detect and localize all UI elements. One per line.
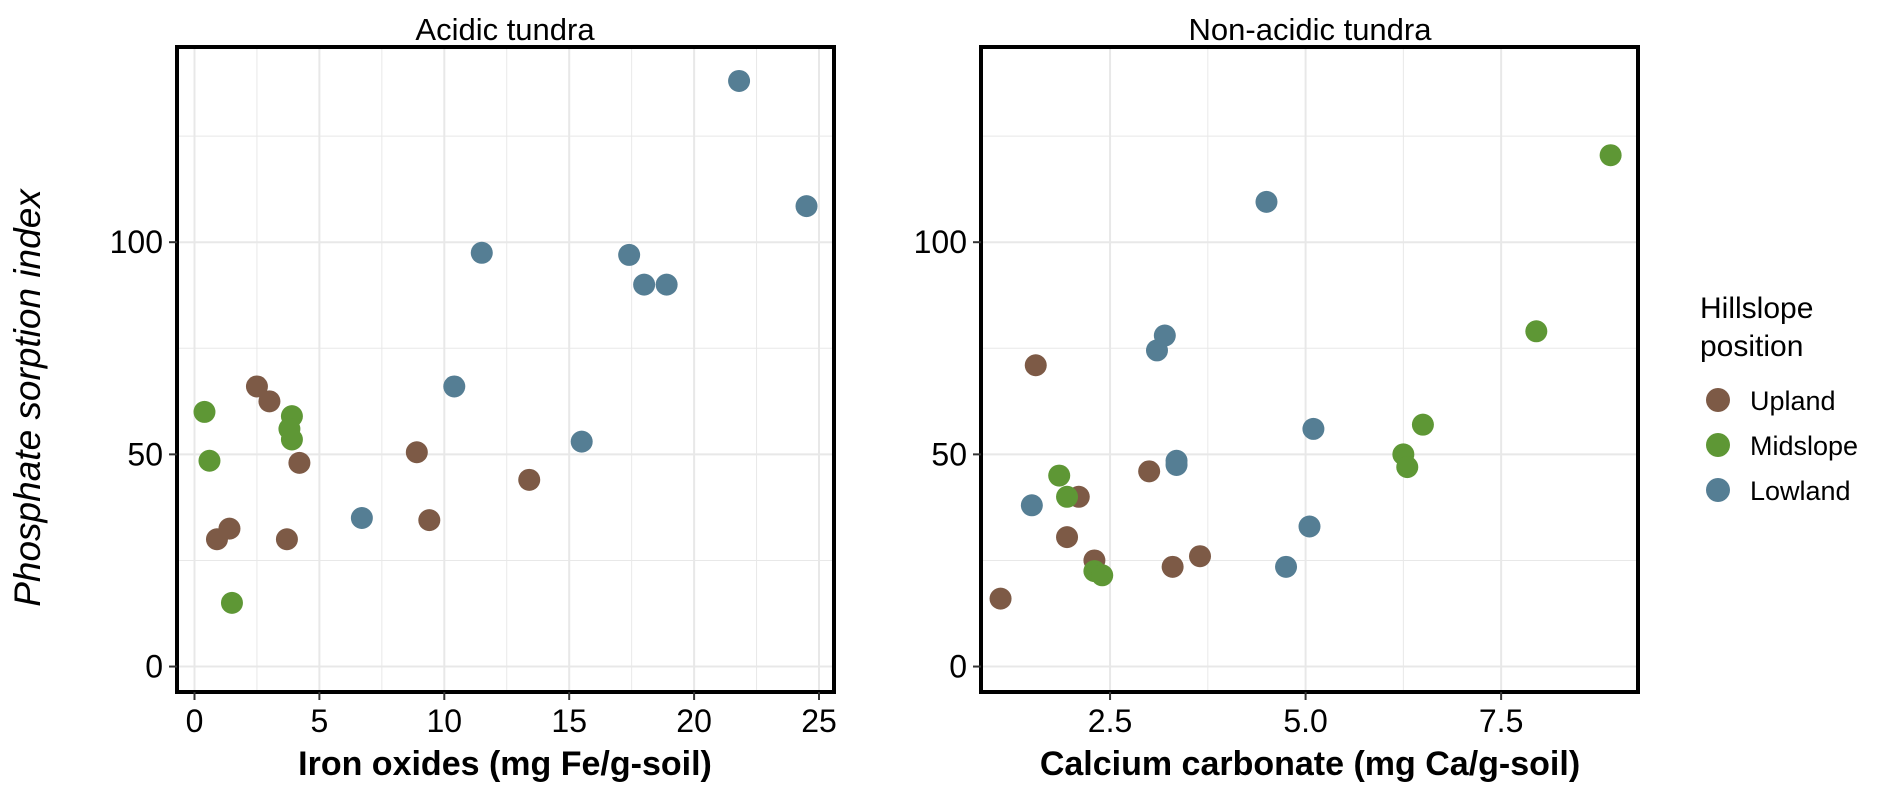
panel-title-non-acidic: Non-acidic tundra — [1189, 12, 1433, 47]
data-point-lowland — [1020, 494, 1043, 517]
data-point-midslope — [1411, 413, 1434, 436]
panel-acidic-tundra: Acidic tundra 0 5 10 15 20 25 0 50 100 Iron oxid… — [110, 12, 837, 783]
data-point-upland — [1161, 555, 1184, 578]
data-point-lowland — [470, 241, 493, 264]
data-point-lowland — [1255, 190, 1278, 213]
data-point-lowland — [350, 507, 373, 530]
data-point-midslope — [193, 400, 216, 423]
data-point-upland — [405, 441, 428, 464]
data-point-lowland — [443, 375, 466, 398]
data-point-upland — [275, 528, 298, 551]
data-point-midslope — [1599, 144, 1622, 167]
ticks-non-acidic: 2.5 5.0 7.5 0 50 100 — [914, 224, 1524, 739]
legend-title-line2: position — [1700, 330, 1803, 363]
data-point-lowland — [728, 69, 751, 92]
y-axis-title: Phosphate sorption index — [7, 188, 48, 607]
data-point-midslope — [1091, 564, 1114, 587]
y-tick-label: 0 — [145, 649, 163, 685]
ticks-acidic: 0 5 10 15 20 25 0 50 100 — [110, 224, 837, 739]
data-point-upland — [989, 587, 1012, 610]
x-tick-label: 5 — [310, 703, 328, 739]
panel-title-acidic: Acidic tundra — [415, 12, 595, 47]
data-point-midslope — [1396, 456, 1419, 479]
x-tick-label: 20 — [676, 703, 712, 739]
data-point-lowland — [655, 273, 678, 296]
legend-key-upland — [1706, 388, 1730, 412]
data-point-lowland — [633, 273, 656, 296]
data-point-lowland — [1302, 417, 1325, 440]
data-point-midslope — [220, 591, 243, 614]
legend-label-upland: Upland — [1750, 386, 1836, 416]
y-tick-label: 100 — [110, 224, 163, 260]
y-tick-label: 50 — [127, 436, 163, 472]
legend-label-midslope: Midslope — [1750, 431, 1858, 461]
data-point-upland — [245, 375, 268, 398]
x-tick-label: 2.5 — [1088, 703, 1132, 739]
data-point-upland — [288, 451, 311, 474]
x-tick-label: 25 — [801, 703, 837, 739]
plot-frame-acidic — [175, 45, 836, 694]
data-point-lowland — [1165, 449, 1188, 472]
data-point-lowland — [1153, 324, 1176, 347]
x-tick-label: 5.0 — [1283, 703, 1327, 739]
points-non-acidic — [989, 144, 1622, 610]
legend-label-lowland: Lowland — [1750, 476, 1851, 506]
data-point-lowland — [795, 195, 818, 218]
data-point-upland — [518, 468, 541, 491]
panel-non-acidic-tundra: Non-acidic tundra 2.5 5.0 7.5 0 50 100 Calciu… — [914, 12, 1640, 783]
data-point-lowland — [1298, 515, 1321, 538]
grid-non-acidic — [981, 47, 1638, 692]
data-point-lowland — [618, 243, 641, 266]
legend-key-midslope — [1706, 433, 1730, 457]
data-point-midslope — [198, 449, 221, 472]
legend-key-lowland — [1706, 478, 1730, 502]
data-point-lowland — [570, 430, 593, 453]
legend-items: Upland Midslope Lowland — [1706, 386, 1858, 506]
legend: Hillslope position Upland Midslope Lowland — [1700, 292, 1858, 506]
data-point-upland — [418, 509, 441, 532]
data-point-upland — [1024, 354, 1047, 377]
points-acidic — [193, 69, 818, 614]
data-point-midslope — [1525, 320, 1548, 343]
legend-title-line1: Hillslope — [1700, 292, 1813, 325]
x-axis-title-acidic: Iron oxides (mg Fe/g-soil) — [298, 745, 712, 783]
data-point-midslope — [1048, 464, 1071, 487]
data-point-midslope — [280, 428, 303, 451]
data-point-lowland — [1275, 555, 1298, 578]
x-tick-label: 10 — [426, 703, 462, 739]
data-point-upland — [258, 390, 281, 413]
x-tick-label: 15 — [551, 703, 587, 739]
plot-frame-non-acidic — [979, 45, 1640, 694]
data-point-upland — [1138, 460, 1161, 483]
x-axis-title-non-acidic: Calcium carbonate (mg Ca/g-soil) — [1040, 745, 1580, 783]
data-point-upland — [218, 517, 241, 540]
data-point-midslope — [1056, 485, 1079, 508]
y-tick-label: 50 — [931, 436, 967, 472]
y-tick-label: 100 — [914, 224, 967, 260]
data-point-upland — [1056, 526, 1079, 549]
data-point-upland — [1189, 545, 1211, 568]
grid-acidic — [177, 47, 834, 692]
y-tick-label: 0 — [949, 649, 967, 685]
x-tick-label: 7.5 — [1479, 703, 1523, 739]
x-tick-label: 0 — [186, 703, 204, 739]
